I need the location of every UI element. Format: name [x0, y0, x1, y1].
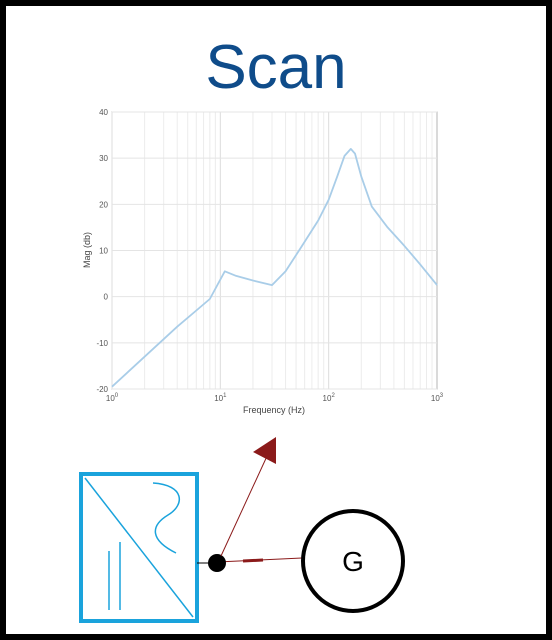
- y-tick-label: -10: [96, 339, 108, 348]
- x-tick-label: 103: [431, 393, 444, 403]
- circuit-schematic: G: [79, 437, 405, 623]
- x-tick-label: 100: [106, 393, 119, 403]
- series-layer: [111, 147, 438, 388]
- line-impedance-marker: [242, 558, 264, 563]
- x-tick-label: 102: [323, 393, 336, 403]
- y-tick-label: -20: [96, 385, 108, 394]
- x-tick-label: 101: [214, 393, 227, 403]
- scan-arrow-head-icon: [253, 437, 276, 464]
- x-tick-labels: 100 101 102 103: [106, 393, 444, 403]
- magnitude-series-line: [111, 147, 438, 388]
- frequency-scan-chart: -20 -10 0 10 20 30 40 100 101 102 103 Frequency (…: [82, 108, 444, 415]
- generator-symbol[interactable]: [301, 509, 405, 613]
- y-tick-label: 20: [99, 200, 108, 209]
- chart-grid: [111, 111, 437, 390]
- y-axis-label: Mag (db): [82, 232, 92, 268]
- y-tick-label: 30: [99, 154, 108, 163]
- y-tick-label: 40: [99, 108, 108, 117]
- bus-node[interactable]: [208, 554, 226, 572]
- waveform-symbol: [152, 482, 181, 554]
- page-title: Scan: [205, 33, 347, 102]
- y-tick-labels: -20 -10 0 10 20 30 40: [96, 108, 108, 394]
- block-diagonal: [84, 477, 194, 618]
- y-tick-label: 10: [99, 247, 108, 256]
- y-tick-label: 0: [104, 293, 109, 302]
- x-axis-label: Frequency (Hz): [243, 405, 305, 415]
- scan-arrow-shaft: [220, 453, 269, 557]
- generator-label: G: [342, 546, 364, 577]
